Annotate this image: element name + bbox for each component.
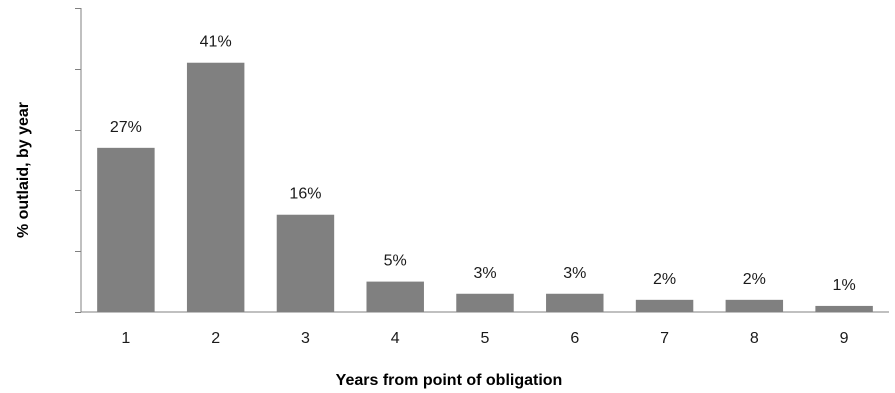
data-label-year-6: 3%	[563, 265, 586, 282]
x-tick-label: 6	[570, 330, 579, 347]
data-label-year-3: 16%	[289, 186, 321, 203]
data-label-year-8: 2%	[743, 271, 766, 288]
bar-year-8	[725, 299, 784, 312]
bar-year-7	[635, 299, 694, 312]
bar-year-3	[276, 214, 335, 312]
bar-year-9	[815, 305, 873, 312]
x-tick-label: 5	[481, 330, 490, 347]
x-tick-label: 4	[391, 330, 400, 347]
bar-year-5	[456, 293, 514, 312]
x-tick-label: 1	[121, 330, 130, 347]
x-axis-title: Years from point of obligation	[336, 372, 563, 389]
x-tick-label: 7	[660, 330, 669, 347]
data-label-year-4: 5%	[384, 253, 407, 270]
y-axis-title: % outlaid, by year	[15, 102, 32, 238]
x-tick-label: 8	[750, 330, 759, 347]
y-axis-ticks	[75, 8, 81, 313]
bars	[97, 62, 873, 312]
x-tick-label: 2	[211, 330, 220, 347]
x-tick-label: 3	[301, 330, 310, 347]
data-label-year-1: 27%	[110, 119, 142, 136]
data-label-year-5: 3%	[473, 265, 496, 282]
data-label-year-9: 1%	[833, 277, 856, 294]
data-label-year-7: 2%	[653, 271, 676, 288]
bar-year-1	[97, 147, 155, 312]
bar-year-6	[546, 293, 604, 312]
x-tick-label: 9	[840, 330, 849, 347]
bar-year-2	[186, 62, 245, 312]
bar-year-4	[366, 281, 424, 312]
data-label-year-2: 41%	[200, 34, 232, 51]
data-labels: 27% 41% 16% 5% 3% 3% 2% 2% 1%	[110, 34, 856, 294]
x-axis-tick-labels: 1 2 3 4 5 6 7 8 9	[121, 330, 848, 347]
